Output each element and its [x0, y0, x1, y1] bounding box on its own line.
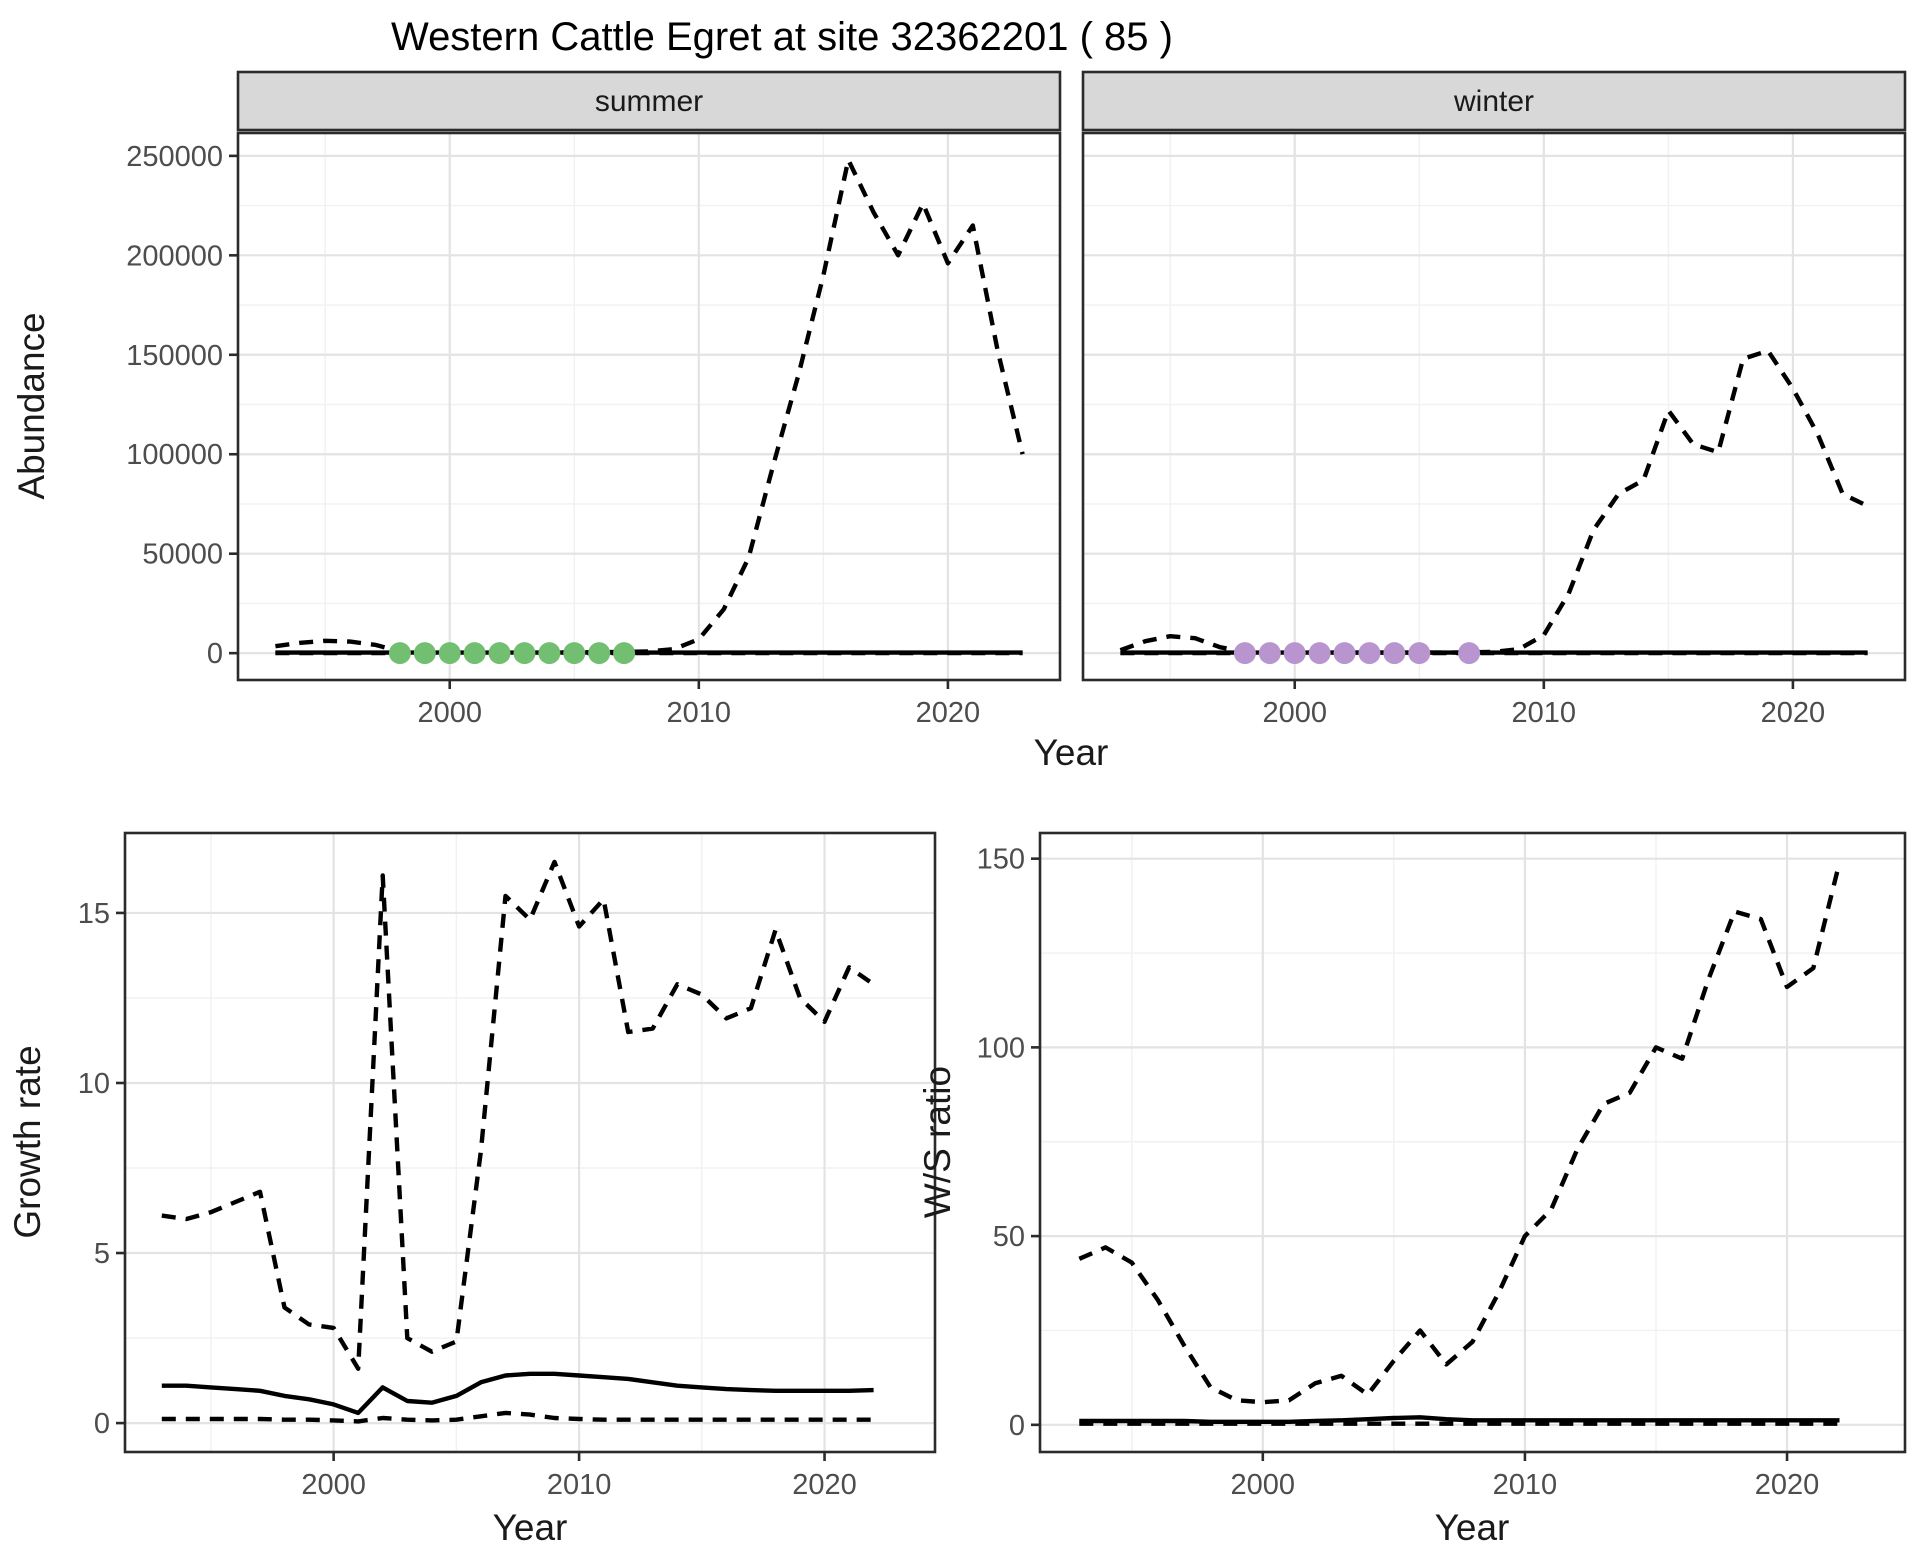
ws-x-tick-label: 2020 — [1755, 1469, 1820, 1501]
abundance-axis-title: Abundance — [11, 312, 52, 499]
summer-observed-points — [488, 642, 511, 665]
ws-x-tick-label: 2010 — [1493, 1469, 1558, 1501]
growth-upper-ci-line — [161, 859, 875, 1371]
winter-facet-strip — [1081, 70, 1907, 132]
growth-y-tick-label: 0 — [94, 1408, 110, 1440]
winter-observed-points — [1308, 642, 1331, 665]
summer-facet-strip — [236, 70, 1062, 132]
winter-observed-points — [1408, 642, 1431, 665]
winter-facet-strip-label: winter — [1453, 85, 1534, 118]
year-axis-title-top: Year — [1034, 732, 1109, 773]
charts-layer: 2000 2010 20200500001000001500002000002500… — [78, 70, 1907, 1501]
summer-y-tick-label: 200000 — [126, 240, 223, 272]
growth-y-tick-label: 5 — [94, 1238, 110, 1270]
ws-ratio-axis-title: W/S ratio — [917, 1066, 958, 1218]
ws-panel-background — [1040, 833, 1905, 1452]
winter-panel-background — [1083, 133, 1905, 680]
ws-mean-line — [1079, 1415, 1840, 1424]
figure-title: Western Cattle Egret at site 32362201 ( … — [391, 15, 1173, 59]
summer-observed-points — [413, 642, 436, 665]
summer-panel: 2000 2010 2020 0 50000 100000 150000 200000 2500… — [126, 70, 1062, 729]
year-axis-title-growth: Year — [493, 1507, 568, 1548]
summer-facet-strip-label: summer — [595, 85, 703, 118]
growth-rate-axis-title: Growth rate — [7, 1045, 48, 1238]
summer-observed-points — [463, 642, 486, 665]
winter-x-tick-label: 2000 — [1262, 697, 1327, 729]
ws-y-tick-label: 100 — [977, 1032, 1025, 1064]
growth-panel: 2000 2010 2020 0 5 10 15 — [78, 831, 937, 1501]
summer-observed-points — [563, 642, 586, 665]
summer-x-tick-label: 2020 — [916, 697, 981, 729]
winter-observed-points — [1258, 642, 1281, 665]
winter-observed-points — [1383, 642, 1406, 665]
summer-y-tick-label: 0 — [207, 638, 223, 670]
growth-y-tick-label: 15 — [78, 898, 110, 930]
summer-panel-border — [236, 131, 1062, 682]
ws-y-tick-label: 50 — [993, 1221, 1025, 1253]
summer-observed-points — [438, 642, 461, 665]
winter-observed-points — [1458, 642, 1481, 665]
winter-observed-points — [1333, 642, 1356, 665]
ws-y-tick-label: 150 — [977, 844, 1025, 876]
summer-y-tick-label: 150000 — [126, 340, 223, 372]
growth-panel-border — [123, 831, 937, 1454]
summer-observed-points — [538, 642, 561, 665]
summer-observed-points — [613, 642, 636, 665]
growth-mean-line — [161, 1371, 874, 1416]
winter-panel-border — [1081, 131, 1907, 682]
growth-panel-background — [125, 833, 935, 1452]
winter-x-tick-label: 2020 — [1761, 697, 1826, 729]
ws-panel: 2000 2010 2020 0 50 100 150 — [977, 831, 1907, 1501]
summer-y-tick-label: 100000 — [126, 439, 223, 471]
winter-observed-points — [1283, 642, 1306, 665]
winter-observed-points — [1358, 642, 1381, 665]
winter-observed-points — [1233, 642, 1256, 665]
summer-observed-points — [513, 642, 536, 665]
summer-x-tick-label: 2010 — [667, 697, 732, 729]
ws-x-tick-label: 2000 — [1231, 1469, 1296, 1501]
summer-y-tick-label: 250000 — [126, 141, 223, 173]
growth-x-tick-label: 2010 — [547, 1469, 612, 1501]
winter-panel: 2000 2010 2020 winter — [1081, 70, 1907, 729]
growth-y-tick-label: 10 — [78, 1068, 110, 1100]
summer-y-tick-label: 50000 — [142, 539, 223, 571]
ws-upper-ci-line — [1078, 861, 1842, 1405]
year-axis-title-ws: Year — [1435, 1507, 1510, 1548]
ws-y-tick-label: 0 — [1009, 1410, 1025, 1442]
ws-panel-border — [1038, 831, 1907, 1454]
growth-x-tick-label: 2000 — [301, 1469, 366, 1501]
growth-x-tick-label: 2020 — [792, 1469, 857, 1501]
winter-x-tick-label: 2010 — [1512, 697, 1577, 729]
summer-observed-points — [588, 642, 611, 665]
summer-x-tick-label: 2000 — [417, 697, 482, 729]
summer-panel-background — [238, 133, 1060, 680]
summer-observed-points — [388, 642, 411, 665]
